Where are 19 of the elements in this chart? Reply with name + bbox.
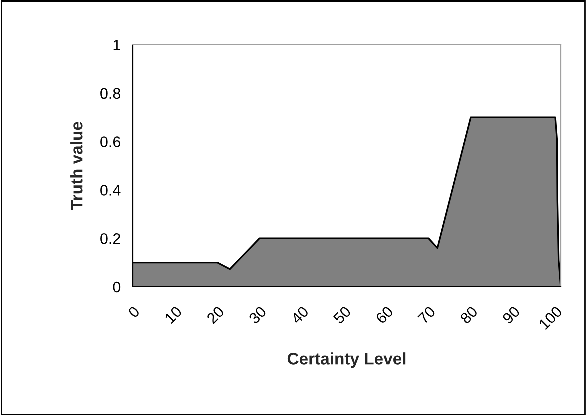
x-tick-label: 80 <box>460 306 479 325</box>
y-tick-label: 0.4 <box>100 185 121 196</box>
x-tick-label: 60 <box>375 306 394 324</box>
x-tick-label: 50 <box>332 306 352 325</box>
y-tick-label: 0.8 <box>100 88 121 100</box>
x-axis-title: Certainty Level <box>288 352 406 368</box>
y-axis-title: Truth value <box>70 122 83 210</box>
x-tick-label: 40 <box>290 306 310 325</box>
y-tick-label: 0.2 <box>100 233 120 244</box>
y-tick-label: 0.6 <box>100 136 121 148</box>
x-tick-label: 20 <box>206 306 226 324</box>
x-tick-label: 0 <box>128 306 141 319</box>
x-tick-label: 70 <box>418 306 436 324</box>
y-tick-label: 1 <box>114 40 120 51</box>
x-tick-label: 100 <box>538 306 564 330</box>
x-tick-label: 10 <box>164 306 183 324</box>
y-tick-label: 0 <box>113 282 121 293</box>
x-tick-label: 30 <box>248 306 268 325</box>
x-tick-label: 90 <box>502 306 521 324</box>
